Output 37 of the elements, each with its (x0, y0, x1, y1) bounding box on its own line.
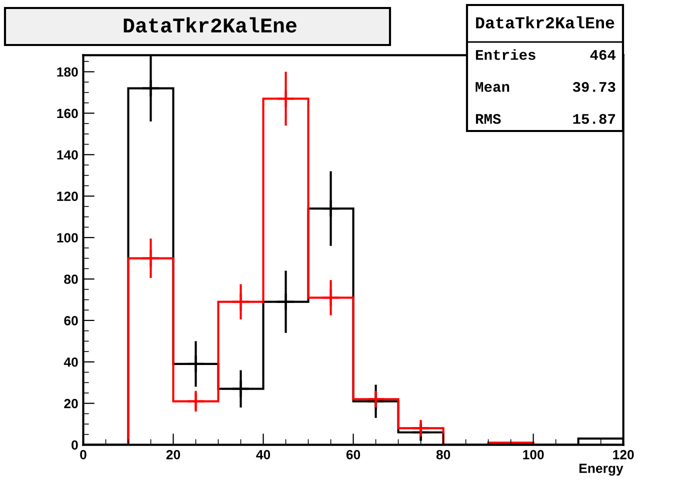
point (141, 78, 160, 98)
y-tick-label: 120 (57, 192, 78, 202)
annotation: Mean (476, 82, 510, 92)
point (411, 418, 430, 438)
annotation: 464 (590, 50, 616, 60)
annotation: RMS (476, 114, 501, 124)
point (231, 292, 250, 312)
x-tick-label: 60 (346, 450, 360, 460)
text: DataTkr2KalEne (476, 16, 614, 28)
point (231, 379, 250, 398)
x-tick-label: 80 (436, 450, 450, 460)
x-tick-label: 0 (80, 450, 86, 460)
point (186, 354, 206, 374)
point (321, 199, 340, 218)
y-tick-label: 40 (64, 357, 78, 367)
point (186, 392, 206, 411)
point (276, 292, 296, 312)
annotation: Entries (476, 49, 536, 60)
point (141, 248, 160, 268)
y-tick-label: 80 (64, 274, 78, 284)
y-tick-label: 140 (57, 150, 78, 160)
y-tick-label: 20 (64, 398, 78, 408)
y-tick-label: 160 (57, 108, 78, 118)
y-tick-label: 180 (57, 67, 78, 77)
y-tick-label: 60 (64, 316, 78, 326)
x-tick-label: 120 (613, 450, 634, 460)
chart-title: DataTkr2KalEne (124, 17, 296, 33)
y-tick-label: 100 (57, 233, 78, 242)
x-tick-label: 100 (523, 450, 544, 460)
annotation: 15.87 (573, 114, 616, 124)
point (321, 288, 340, 308)
y-tick-label: 0 (72, 440, 78, 450)
x-tick-label: 40 (256, 450, 270, 460)
x-axis-title: Energy (579, 464, 624, 476)
annotation: 39.73 (572, 82, 616, 92)
point (276, 89, 296, 108)
x-tick-label: 20 (166, 450, 180, 460)
